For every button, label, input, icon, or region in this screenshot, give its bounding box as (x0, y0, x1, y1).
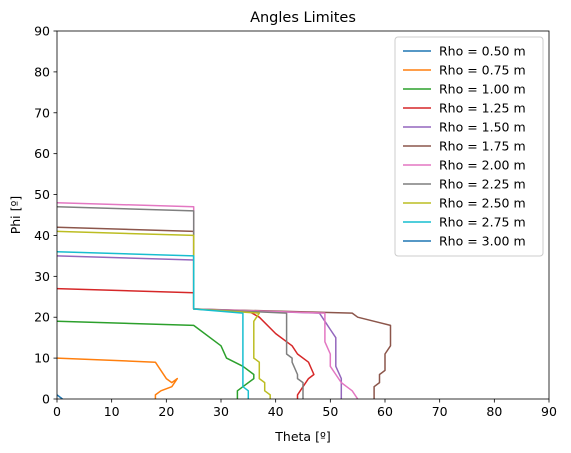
chart-title: Angles Limites (250, 10, 356, 26)
series-line-0 (57, 394, 63, 399)
x-tick-label: 10 (104, 404, 120, 419)
axis-ticks: 0 10 20 30 40 50 60 70 80 90 0 10 20 30 40 50 60 70 80 90 (34, 24, 557, 420)
legend-entry: Rho = 1.25 m (439, 101, 526, 116)
x-tick-label: 80 (486, 404, 502, 419)
y-tick-label: 30 (34, 269, 50, 284)
series-line-2 (57, 320, 255, 399)
legend: Rho = 0.50 m Rho = 0.75 m Rho = 1.00 m Rho … (394, 36, 544, 257)
x-tick-label: 40 (268, 404, 284, 419)
y-tick-label: 20 (34, 310, 50, 325)
x-tick-label: 90 (541, 404, 557, 419)
y-tick-label: 50 (34, 187, 50, 202)
y-tick-label: 40 (34, 228, 50, 243)
y-tick-label: 0 (42, 392, 50, 407)
plot-area (56, 30, 550, 400)
legend-entry: Rho = 2.50 m (439, 196, 526, 211)
legend-entry: Rho = 0.50 m (439, 44, 526, 59)
legend-entry: Rho = 0.75 m (439, 63, 526, 78)
legend-entry: Rho = 3.00 m (439, 234, 526, 249)
x-tick-label: 30 (213, 404, 229, 419)
series-line-4 (57, 255, 343, 399)
y-tick-label: 80 (34, 64, 50, 79)
legend-entry: Rho = 1.00 m (439, 82, 526, 97)
x-tick-label: 0 (53, 404, 61, 419)
x-tick-label: 70 (432, 404, 448, 419)
x-tick-label: 50 (322, 404, 338, 419)
y-tick-label: 60 (34, 146, 50, 161)
x-axis-label: Theta [º] (274, 429, 330, 444)
series-line-1 (57, 357, 179, 399)
y-axis-label: Phi [º] (8, 196, 23, 235)
series-line-3 (57, 287, 315, 399)
series-line-9 (57, 251, 250, 399)
legend-entry: Rho = 2.75 m (439, 215, 526, 230)
y-tick-label: 10 (34, 351, 50, 366)
legend-entry: Rho = 2.25 m (439, 177, 526, 192)
legend-entry: Rho = 1.75 m (439, 139, 526, 154)
x-tick-label: 60 (377, 404, 393, 419)
legend-entry: Rho = 1.50 m (439, 120, 526, 135)
y-tick-label: 90 (34, 24, 50, 39)
x-tick-label: 20 (158, 404, 174, 419)
y-tick-label: 70 (34, 105, 50, 120)
legend-entry: Rho = 2.00 m (439, 158, 526, 173)
axes-frame (56, 30, 550, 400)
legend-box (394, 36, 544, 257)
